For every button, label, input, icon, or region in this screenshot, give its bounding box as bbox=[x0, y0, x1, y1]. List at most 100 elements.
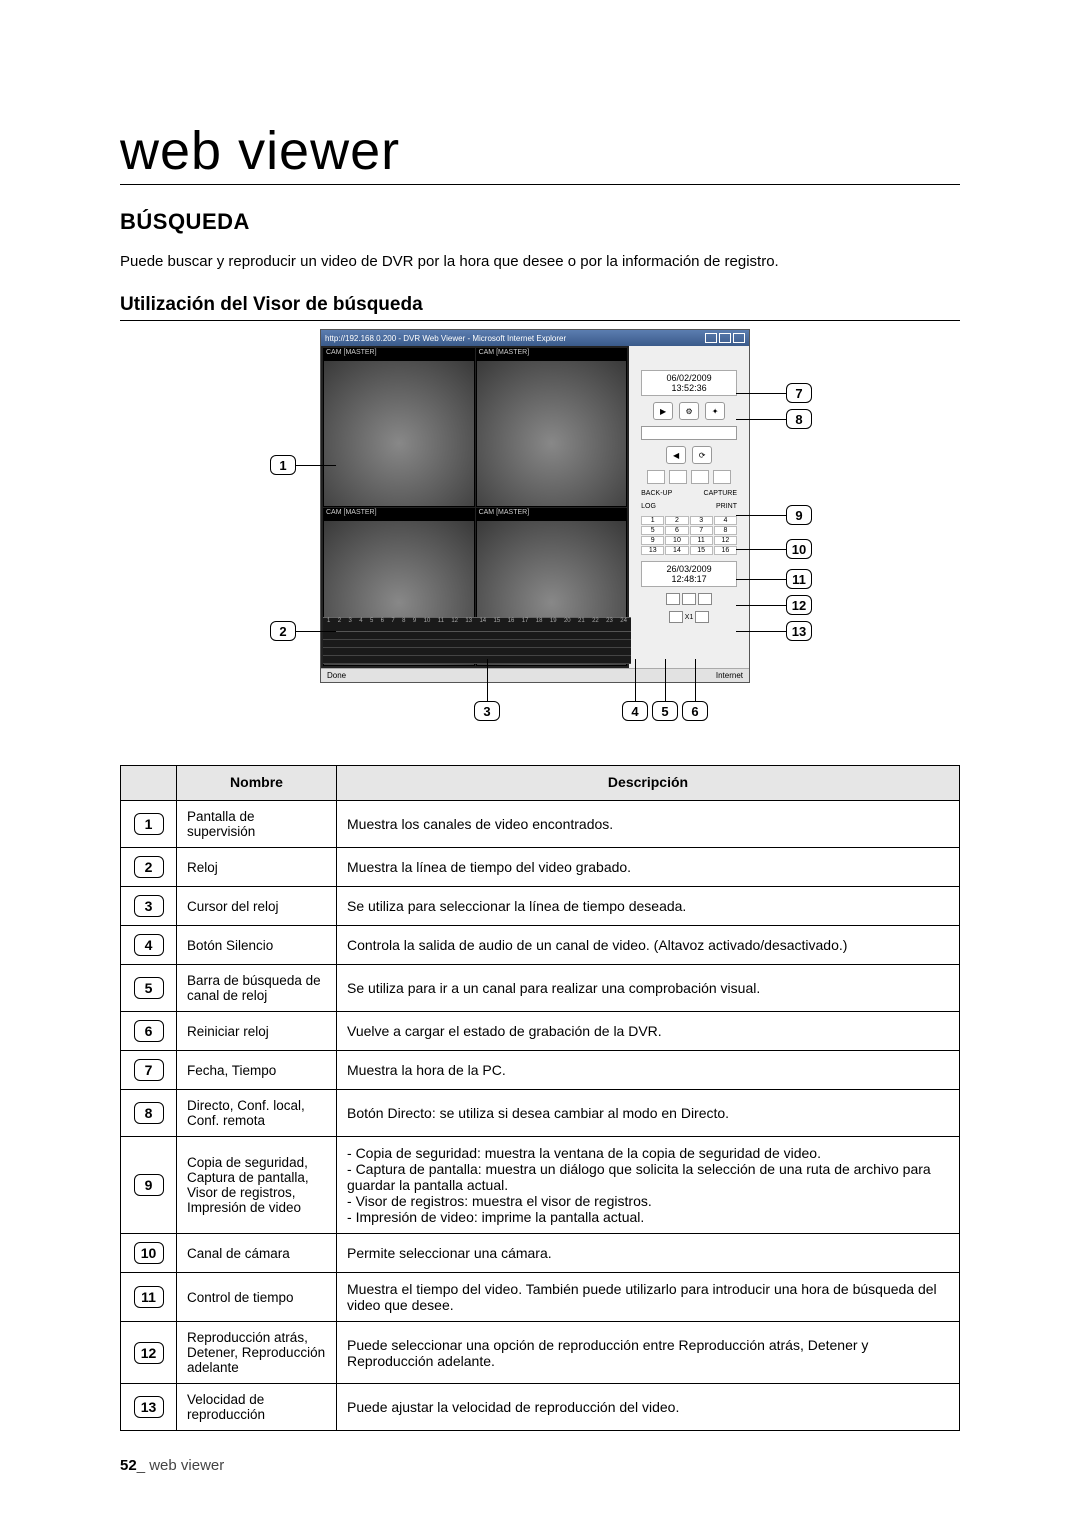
row-number-badge: 12 bbox=[134, 1342, 164, 1364]
row-number-badge: 3 bbox=[134, 895, 164, 917]
prev-button[interactable]: ◀ bbox=[666, 446, 686, 464]
row-number-cell: 13 bbox=[121, 1384, 177, 1431]
ruler-tick: 11 bbox=[438, 618, 444, 631]
channel-button[interactable]: 9 bbox=[641, 536, 664, 545]
playback-controls[interactable] bbox=[666, 593, 712, 605]
row-number-cell: 7 bbox=[121, 1051, 177, 1090]
ruler-tick: 8 bbox=[402, 618, 405, 631]
row-number-cell: 2 bbox=[121, 848, 177, 887]
channel-grid[interactable]: 12345678910111213141516 bbox=[641, 516, 737, 555]
log-button[interactable]: LOG bbox=[641, 503, 656, 510]
annotated-screenshot: http://192.168.0.200 - DVR Web Viewer - … bbox=[230, 329, 850, 729]
ruler-tick: 10 bbox=[424, 618, 431, 631]
speed-up-button[interactable] bbox=[695, 611, 709, 623]
desc-list-item: Visor de registros: muestra el visor de … bbox=[347, 1193, 949, 1209]
record-datetime[interactable]: 26/03/2009 12:48:17 bbox=[641, 561, 737, 587]
row-number-cell: 9 bbox=[121, 1137, 177, 1234]
channel-button[interactable]: 2 bbox=[665, 516, 688, 525]
table-row: 8Directo, Conf. local, Conf. remotaBotón… bbox=[121, 1090, 960, 1137]
row-desc-cell: Se utiliza para seleccionar la línea de … bbox=[337, 887, 960, 926]
channel-button[interactable]: 16 bbox=[714, 546, 737, 555]
local-config-button[interactable]: ⚙ bbox=[679, 402, 699, 420]
camera-label: CAM [MASTER] bbox=[326, 509, 377, 516]
channel-button[interactable]: 15 bbox=[690, 546, 713, 555]
table-row: 2RelojMuestra la línea de tiempo del vid… bbox=[121, 848, 960, 887]
row-number-badge: 5 bbox=[134, 977, 164, 999]
window-controls[interactable] bbox=[705, 333, 745, 343]
row-name-cell: Pantalla de supervisión bbox=[177, 801, 337, 848]
minimize-icon[interactable] bbox=[705, 333, 717, 343]
mode-select[interactable] bbox=[641, 426, 737, 440]
row-number-badge: 7 bbox=[134, 1059, 164, 1081]
ruler-tick: 17 bbox=[522, 618, 529, 631]
channel-button[interactable]: 12 bbox=[714, 536, 737, 545]
channel-button[interactable]: 3 bbox=[690, 516, 713, 525]
maximize-icon[interactable] bbox=[719, 333, 731, 343]
row-name-cell: Cursor del reloj bbox=[177, 887, 337, 926]
row-name-cell: Reloj bbox=[177, 848, 337, 887]
video-cell[interactable]: CAM [MASTER] bbox=[476, 348, 628, 507]
channel-button[interactable]: 14 bbox=[665, 546, 688, 555]
ruler-tick: 14 bbox=[479, 618, 486, 631]
row-number-badge: 2 bbox=[134, 856, 164, 878]
video-cell[interactable]: CAM [MASTER] bbox=[323, 348, 475, 507]
ruler-tick: 13 bbox=[465, 618, 472, 631]
timeline[interactable]: 123456789101112131415161718192021222324 bbox=[323, 617, 631, 664]
row-desc-cell: Puede seleccionar una opción de reproduc… bbox=[337, 1322, 960, 1384]
channel-button[interactable]: 5 bbox=[641, 526, 664, 535]
layout-buttons[interactable] bbox=[641, 470, 737, 484]
channel-button[interactable]: 1 bbox=[641, 516, 664, 525]
row-number-cell: 5 bbox=[121, 965, 177, 1012]
channel-button[interactable]: 4 bbox=[714, 516, 737, 525]
row-name-cell: Copia de seguridad, Captura de pantalla,… bbox=[177, 1137, 337, 1234]
row-name-cell: Fecha, Tiempo bbox=[177, 1051, 337, 1090]
page-footer: 52_ web viewer bbox=[120, 1457, 960, 1474]
channel-button[interactable]: 11 bbox=[690, 536, 713, 545]
row-number-cell: 11 bbox=[121, 1273, 177, 1322]
speed-controls[interactable]: X1 bbox=[669, 611, 710, 623]
ruler-tick: 21 bbox=[578, 618, 585, 631]
status-net: Internet bbox=[716, 671, 743, 680]
close-icon[interactable] bbox=[733, 333, 745, 343]
speed-down-button[interactable] bbox=[669, 611, 683, 623]
channel-button[interactable]: 8 bbox=[714, 526, 737, 535]
reload-button[interactable]: ⟳ bbox=[692, 446, 712, 464]
capture-button[interactable]: CAPTURE bbox=[704, 490, 737, 497]
row-number-cell: 4 bbox=[121, 926, 177, 965]
table-header-desc: Descripción bbox=[337, 766, 960, 801]
stop-button[interactable] bbox=[682, 593, 696, 605]
table-row: 10Canal de cámaraPermite seleccionar una… bbox=[121, 1234, 960, 1273]
row-name-cell: Botón Silencio bbox=[177, 926, 337, 965]
ruler-tick: 7 bbox=[391, 618, 394, 631]
table-row: 9Copia de seguridad, Captura de pantalla… bbox=[121, 1137, 960, 1234]
row-number-cell: 1 bbox=[121, 801, 177, 848]
camera-label: CAM [MASTER] bbox=[479, 349, 530, 356]
callout-badge: 5 bbox=[652, 701, 678, 721]
table-header-name: Nombre bbox=[177, 766, 337, 801]
ruler-tick: 20 bbox=[564, 618, 571, 631]
play-reverse-button[interactable] bbox=[666, 593, 680, 605]
status-done: Done bbox=[327, 671, 346, 680]
live-button[interactable]: ▶ bbox=[653, 402, 673, 420]
print-button[interactable]: PRINT bbox=[716, 503, 737, 510]
ruler-tick: 24 bbox=[620, 618, 627, 631]
ruler-tick: 19 bbox=[550, 618, 557, 631]
record-date: 26/03/2009 bbox=[642, 564, 736, 574]
intro-text: Puede buscar y reproducir un video de DV… bbox=[120, 253, 960, 270]
ruler-tick: 4 bbox=[359, 618, 362, 631]
backup-button[interactable]: BACK-UP bbox=[641, 490, 672, 497]
play-forward-button[interactable] bbox=[698, 593, 712, 605]
pc-datetime: 06/02/2009 13:52:36 bbox=[641, 370, 737, 396]
callout-badge: 10 bbox=[786, 539, 812, 559]
row-number-badge: 4 bbox=[134, 934, 164, 956]
row-desc-cell: Permite seleccionar una cámara. bbox=[337, 1234, 960, 1273]
remote-config-button[interactable]: ✦ bbox=[705, 402, 725, 420]
channel-button[interactable]: 10 bbox=[665, 536, 688, 545]
channel-button[interactable]: 7 bbox=[690, 526, 713, 535]
ruler-tick: 22 bbox=[592, 618, 599, 631]
pc-time: 13:52:36 bbox=[642, 383, 736, 393]
camera-label: CAM [MASTER] bbox=[479, 509, 530, 516]
table-row: 4Botón SilencioControla la salida de aud… bbox=[121, 926, 960, 965]
channel-button[interactable]: 6 bbox=[665, 526, 688, 535]
channel-button[interactable]: 13 bbox=[641, 546, 664, 555]
